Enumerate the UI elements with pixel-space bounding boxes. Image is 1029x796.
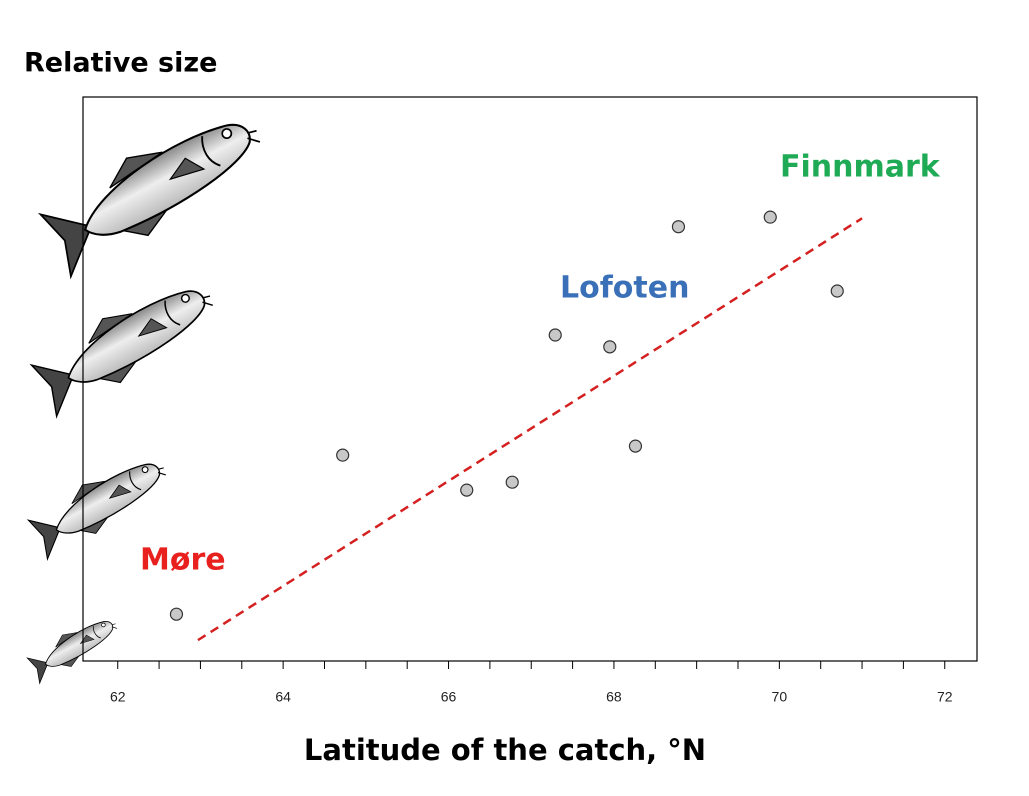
data-point — [830, 284, 844, 298]
region-label: Lofoten — [560, 271, 689, 306]
x-axis-label: Latitude of the catch, °N — [304, 733, 706, 767]
plot-frame — [82, 96, 978, 662]
data-point — [671, 220, 686, 234]
x-tick-label: 64 — [275, 689, 291, 705]
fish-illustrations — [23, 97, 278, 684]
data-point — [628, 439, 643, 453]
region-label: Møre — [140, 543, 226, 578]
x-tick-label: 66 — [441, 689, 457, 705]
data-point — [505, 475, 519, 489]
data-point — [548, 328, 562, 342]
trend-line — [197, 217, 863, 642]
region-label: Finnmark — [780, 150, 941, 185]
data-point — [763, 210, 777, 224]
x-tick-label: 68 — [606, 689, 622, 705]
data-point — [603, 340, 617, 354]
data-point — [336, 448, 350, 462]
x-tick-label: 70 — [772, 689, 788, 705]
data-point — [169, 607, 184, 621]
y-axis-label: Relative size — [24, 48, 217, 79]
x-tick-label: 72 — [937, 689, 953, 705]
x-tick-label: 62 — [110, 689, 126, 705]
data-point — [460, 483, 474, 497]
